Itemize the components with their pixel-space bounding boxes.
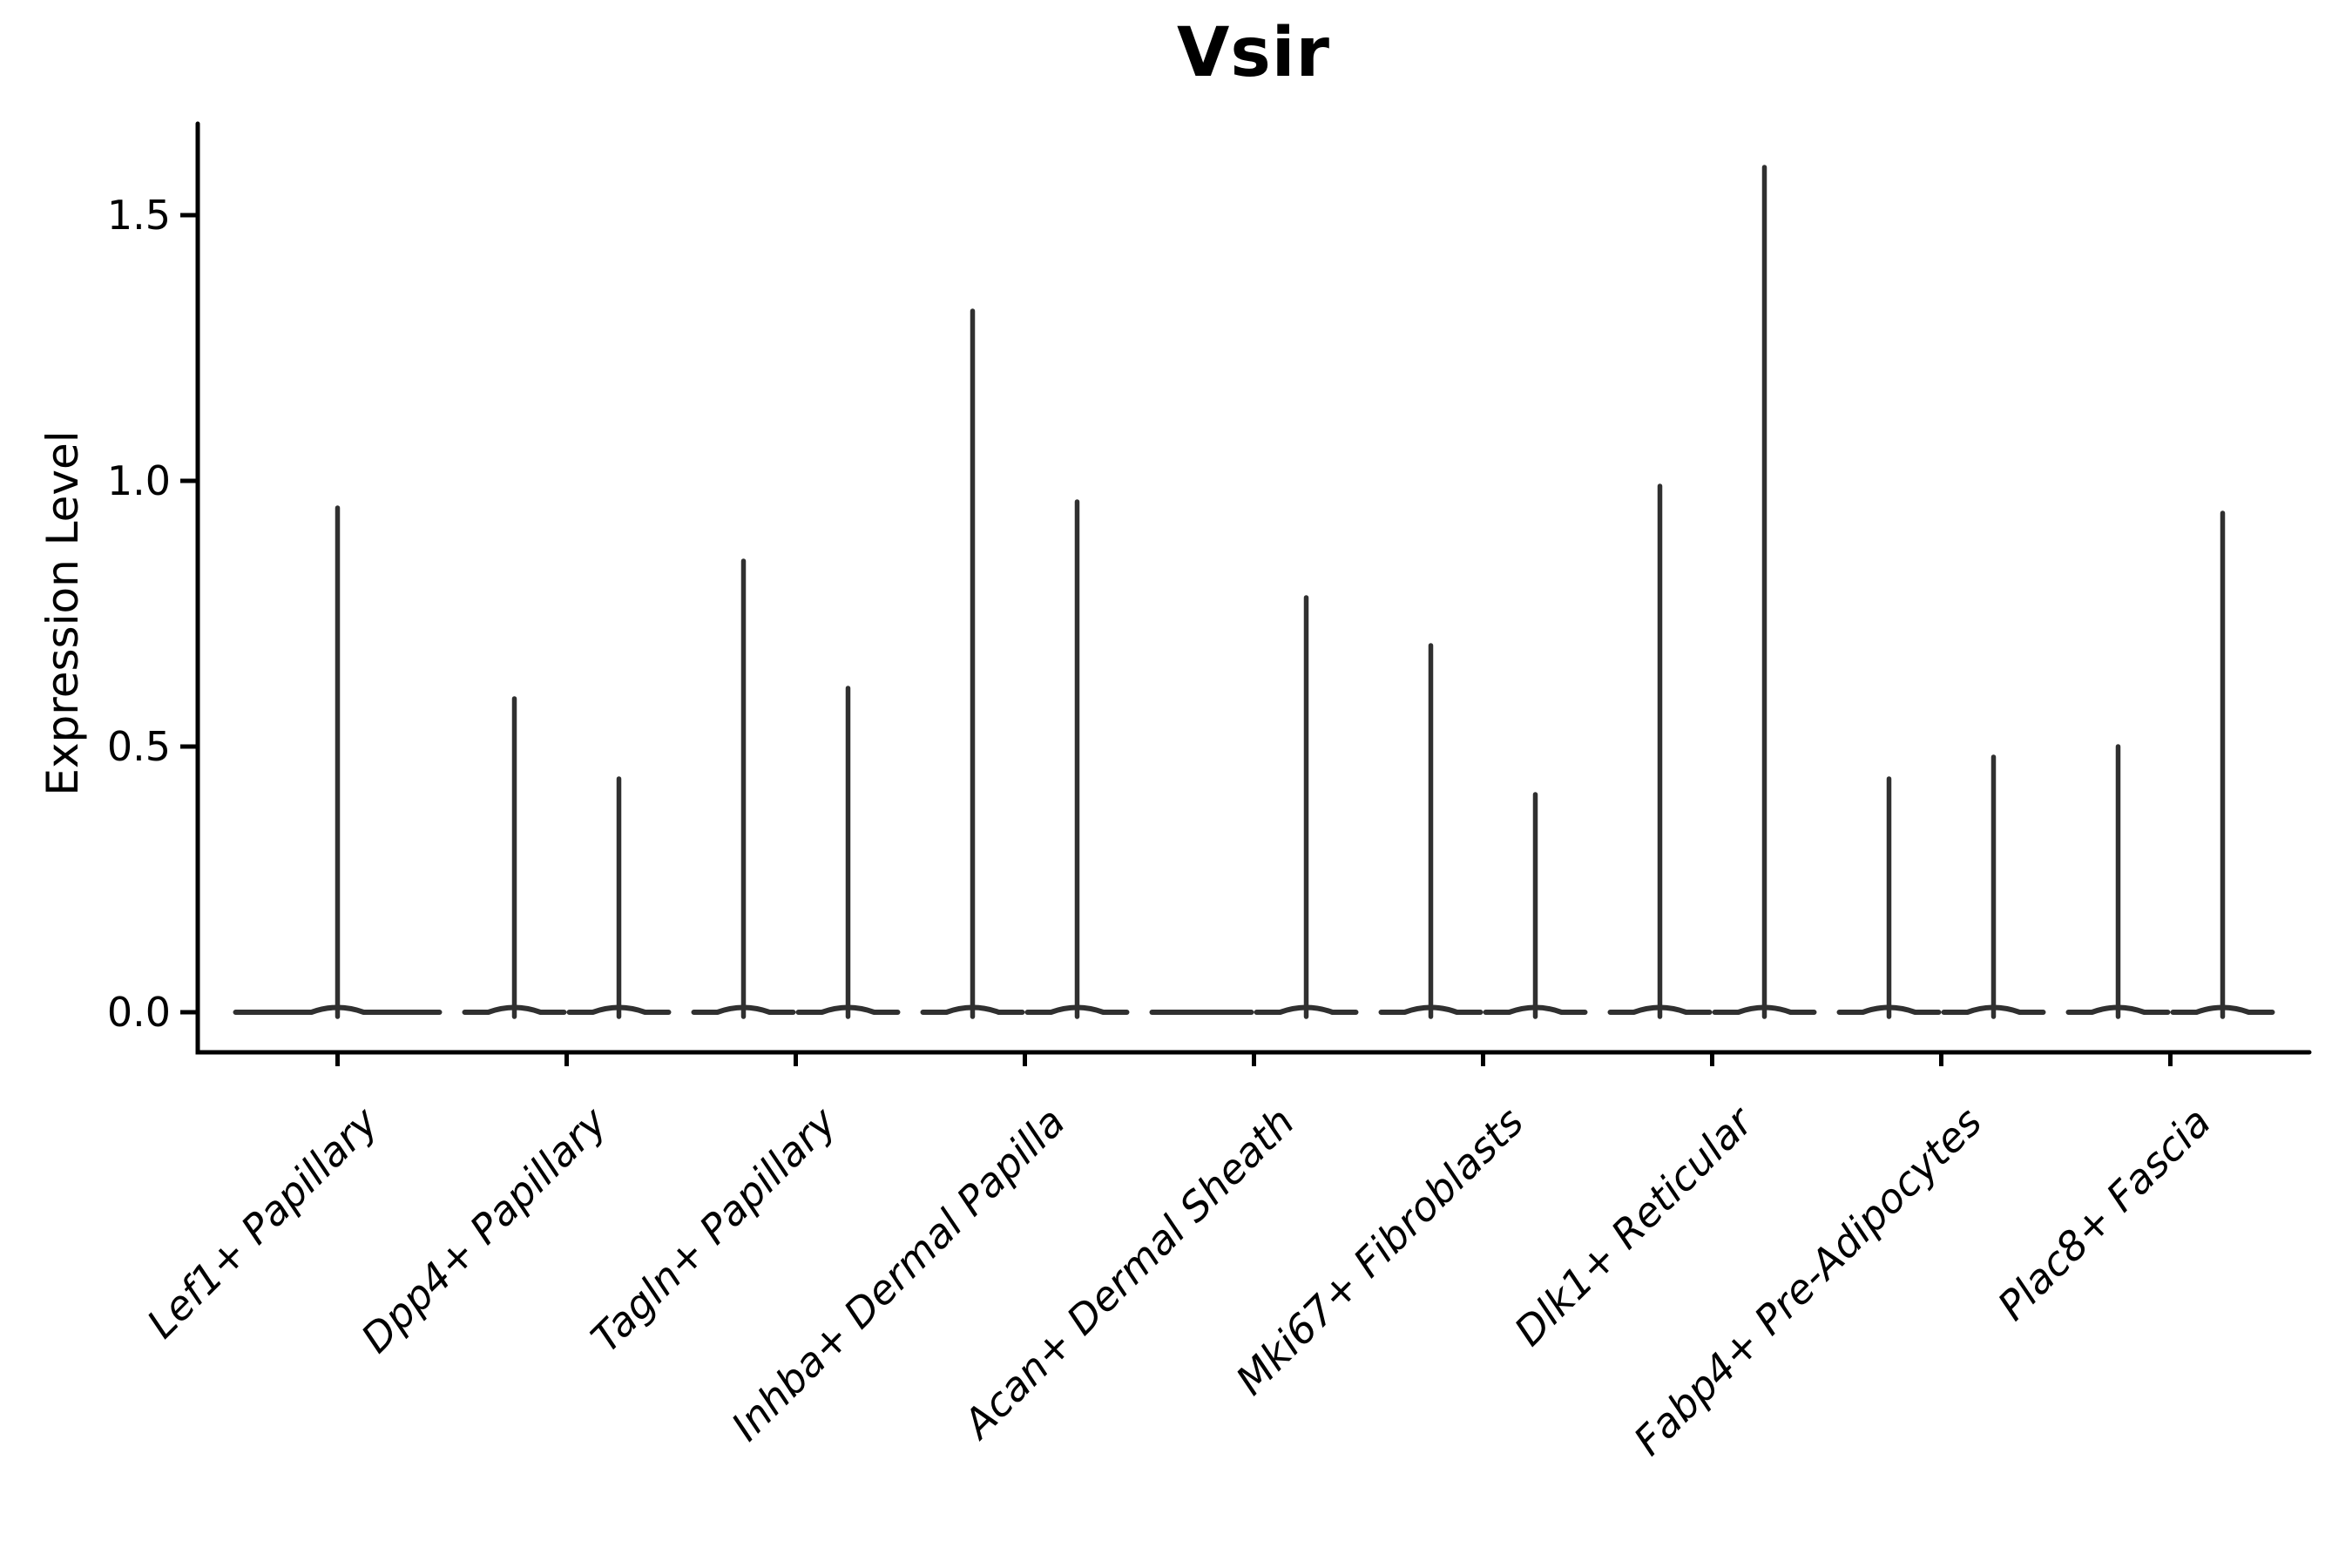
y-tick-label: 1.5 (106, 192, 171, 239)
axis-spines (195, 121, 2312, 1055)
y-tick-label: 0.5 (106, 723, 171, 770)
y-tick-label: 1.0 (106, 457, 171, 504)
y-tick-label: 0.0 (106, 989, 171, 1036)
plot-title: Vsir (1177, 14, 1330, 92)
